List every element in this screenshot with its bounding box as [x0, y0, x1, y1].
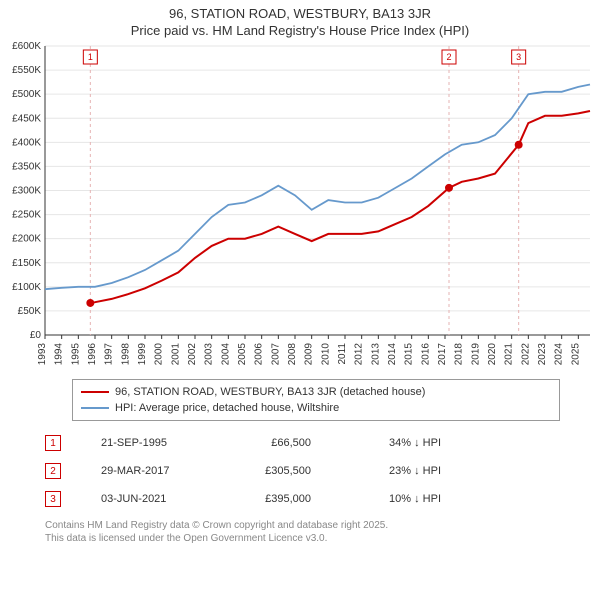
transaction-date: 03-JUN-2021	[101, 493, 191, 505]
legend: 96, STATION ROAD, WESTBURY, BA13 3JR (de…	[72, 379, 560, 421]
svg-text:£250K: £250K	[12, 210, 41, 221]
svg-text:£500K: £500K	[12, 89, 41, 100]
transaction-price: £305,500	[231, 465, 311, 477]
svg-text:2016: 2016	[420, 343, 431, 366]
svg-text:2022: 2022	[520, 343, 531, 366]
svg-text:£400K: £400K	[12, 137, 41, 148]
svg-text:2014: 2014	[387, 343, 398, 366]
legend-label: HPI: Average price, detached house, Wilt…	[115, 400, 339, 416]
transaction-date: 21-SEP-1995	[101, 437, 191, 449]
footer: Contains HM Land Registry data © Crown c…	[45, 519, 560, 545]
legend-label: 96, STATION ROAD, WESTBURY, BA13 3JR (de…	[115, 384, 425, 400]
svg-text:1993: 1993	[37, 343, 48, 366]
svg-text:£200K: £200K	[12, 234, 41, 245]
legend-row: HPI: Average price, detached house, Wilt…	[81, 400, 551, 416]
svg-text:2000: 2000	[154, 343, 165, 366]
svg-text:2015: 2015	[404, 343, 415, 366]
svg-text:2018: 2018	[454, 343, 465, 366]
transaction-delta: 23% ↓ HPI	[351, 465, 441, 477]
transaction-price: £395,000	[231, 493, 311, 505]
svg-text:2002: 2002	[187, 343, 198, 366]
svg-text:1: 1	[88, 52, 93, 62]
svg-text:2001: 2001	[170, 343, 181, 366]
table-row: 2 29-MAR-2017 £305,500 23% ↓ HPI	[45, 457, 560, 485]
svg-text:2024: 2024	[554, 343, 565, 366]
transaction-marker: 3	[45, 491, 61, 507]
svg-text:1995: 1995	[70, 343, 81, 366]
legend-swatch-red	[81, 391, 109, 393]
svg-text:2023: 2023	[537, 343, 548, 366]
price-chart: £0 £50K £100K £150K £200K £250K £300K £350K £400…	[0, 38, 600, 373]
transaction-marker: 1	[45, 435, 61, 451]
title-subtitle: Price paid vs. HM Land Registry's House …	[0, 23, 600, 38]
svg-text:1996: 1996	[87, 343, 98, 366]
transaction-delta: 10% ↓ HPI	[351, 493, 441, 505]
svg-text:2012: 2012	[354, 343, 365, 366]
title-address: 96, STATION ROAD, WESTBURY, BA13 3JR	[0, 6, 600, 21]
svg-text:£300K: £300K	[12, 186, 41, 197]
svg-text:2017: 2017	[437, 343, 448, 366]
svg-text:2008: 2008	[287, 343, 298, 366]
svg-text:2003: 2003	[204, 343, 215, 366]
svg-text:1999: 1999	[137, 343, 148, 366]
svg-text:2025: 2025	[570, 343, 581, 366]
svg-text:1997: 1997	[104, 343, 115, 366]
svg-text:2: 2	[446, 52, 451, 62]
footer-line: Contains HM Land Registry data © Crown c…	[45, 519, 560, 532]
table-row: 1 21-SEP-1995 £66,500 34% ↓ HPI	[45, 429, 560, 457]
transaction-date: 29-MAR-2017	[101, 465, 191, 477]
svg-text:3: 3	[516, 52, 521, 62]
svg-text:2019: 2019	[470, 343, 481, 366]
svg-text:£0: £0	[30, 330, 42, 341]
svg-text:2010: 2010	[320, 343, 331, 366]
svg-text:2004: 2004	[220, 343, 231, 366]
transaction-marker: 2	[45, 463, 61, 479]
svg-text:£550K: £550K	[12, 65, 41, 76]
svg-text:1994: 1994	[54, 343, 65, 366]
svg-text:2007: 2007	[270, 343, 281, 366]
svg-text:£350K: £350K	[12, 161, 41, 172]
legend-row: 96, STATION ROAD, WESTBURY, BA13 3JR (de…	[81, 384, 551, 400]
svg-text:2011: 2011	[337, 343, 348, 365]
svg-text:£150K: £150K	[12, 258, 41, 269]
svg-text:2005: 2005	[237, 343, 248, 366]
transaction-delta: 34% ↓ HPI	[351, 437, 441, 449]
svg-text:2009: 2009	[304, 343, 315, 366]
legend-swatch-blue	[81, 407, 109, 409]
transactions-table: 1 21-SEP-1995 £66,500 34% ↓ HPI 2 29-MAR…	[45, 429, 560, 513]
svg-text:1998: 1998	[120, 343, 131, 366]
svg-text:2020: 2020	[487, 343, 498, 366]
table-row: 3 03-JUN-2021 £395,000 10% ↓ HPI	[45, 485, 560, 513]
svg-text:2013: 2013	[370, 343, 381, 366]
svg-text:2021: 2021	[504, 343, 515, 366]
svg-text:£600K: £600K	[12, 41, 41, 52]
svg-text:2006: 2006	[254, 343, 265, 366]
footer-line: This data is licensed under the Open Gov…	[45, 532, 560, 545]
transaction-price: £66,500	[231, 437, 311, 449]
svg-text:£450K: £450K	[12, 113, 41, 124]
svg-text:£100K: £100K	[12, 282, 41, 293]
svg-text:£50K: £50K	[18, 306, 42, 317]
